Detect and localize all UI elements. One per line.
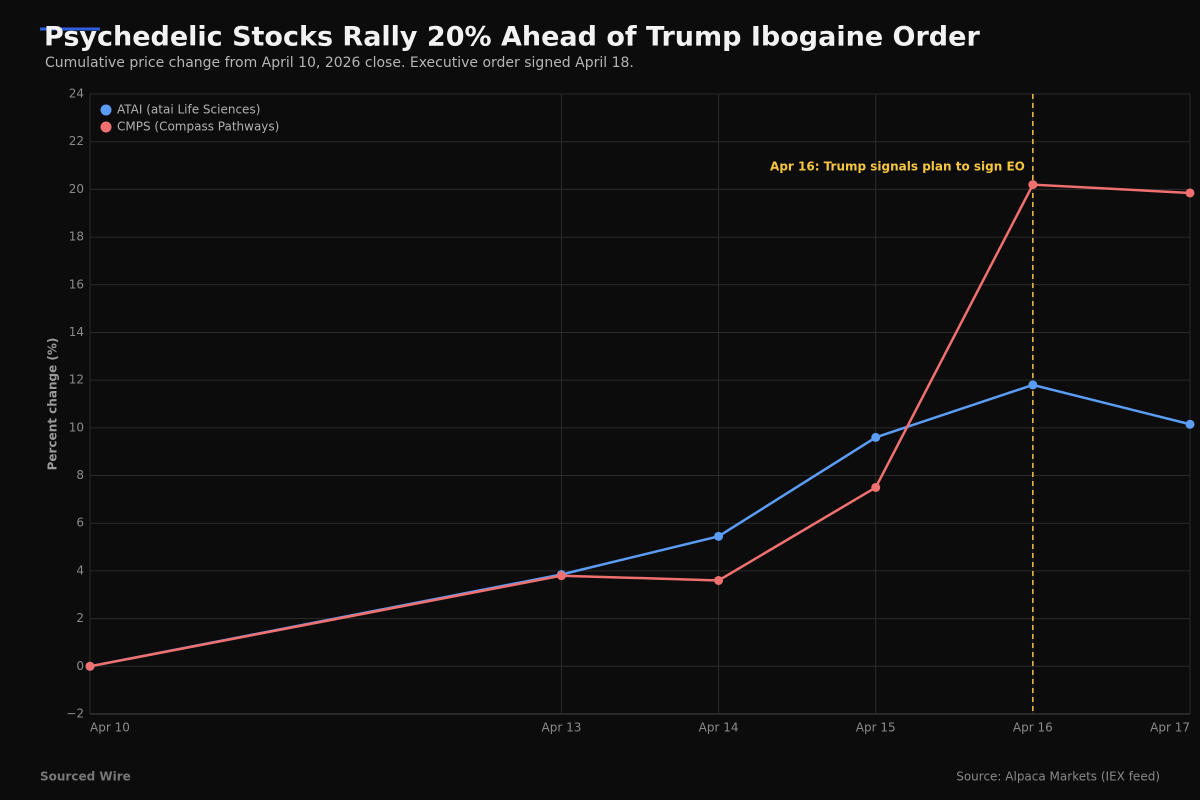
source: Source: Alpaca Markets (IEX feed) [956,770,1160,784]
footer: Sourced Wire [40,770,131,784]
y-tick-label: 16 [69,277,84,291]
y-axis-label: Percent change (%) [46,338,60,471]
y-tick-label: 14 [69,325,84,339]
data-point [1028,380,1038,390]
x-tick-label: Apr 17 [1150,721,1190,735]
data-point [871,432,881,442]
x-tick-label: Apr 16 [1013,721,1053,735]
data-point [1185,188,1195,198]
y-tick-label: 10 [69,420,84,434]
data-point [871,482,881,492]
x-tick-label: Apr 13 [542,721,582,735]
y-tick-label: 4 [76,563,84,577]
annotation-text: Apr 16: Trump signals plan to sign EO [770,160,1025,174]
y-tick-label: 12 [69,373,84,387]
chart-subtitle: Cumulative price change from April 10, 2… [45,55,634,71]
x-tick-label: Apr 15 [856,721,896,735]
series-line [89,183,1191,668]
legend-label: CMPS (Compass Pathways) [117,120,279,134]
data-point [714,531,724,541]
data-point [556,571,566,581]
y-tick-label: 20 [69,182,84,196]
x-tick-label: Apr 14 [699,721,739,735]
data-point [85,661,95,671]
y-tick-label: 8 [76,468,84,482]
legend-label: ATAI (atai Life Sciences) [117,103,260,117]
y-tick-label: −2 [66,707,84,721]
y-tick-label: 24 [69,87,84,101]
data-point [714,575,724,585]
y-tick-label: 0 [76,659,84,673]
y-tick-label: 18 [69,230,84,244]
legend-marker [100,121,112,133]
legend-marker [100,104,112,116]
y-tick-label: 2 [76,611,84,625]
y-tick-label: 6 [76,516,84,530]
chart-title: Psychedelic Stocks Rally 20% Ahead of Tr… [44,22,980,53]
data-point [1185,419,1195,429]
x-tick-label: Apr 10 [90,721,130,735]
y-tick-label: 22 [69,134,84,148]
data-point [1028,180,1038,190]
